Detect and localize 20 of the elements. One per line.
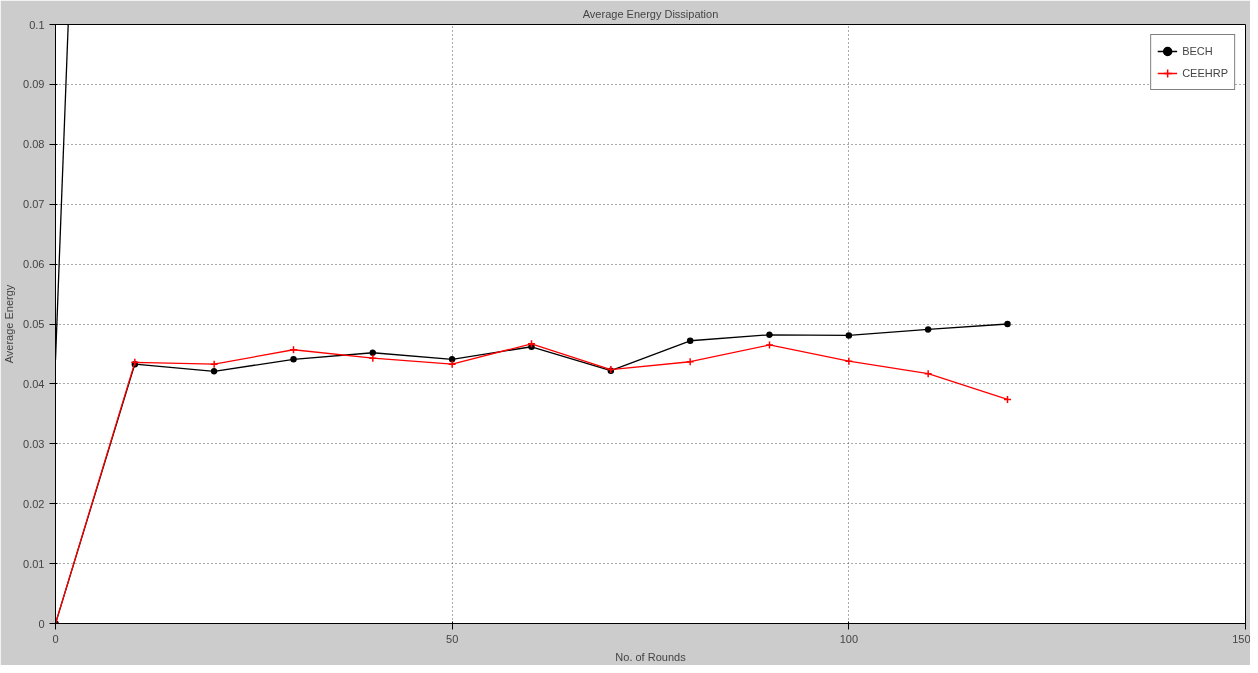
y-tick-label: 0.1 xyxy=(29,18,45,31)
y-tick-label: 0.07 xyxy=(23,198,45,211)
y-tick-label: 0.04 xyxy=(23,377,45,390)
y-tick-label: 0.02 xyxy=(23,497,45,510)
y-axis-title: Average Energy xyxy=(3,284,16,364)
y-tick-label: 0.09 xyxy=(23,78,45,91)
legend-label: CEEHRP xyxy=(1182,67,1228,79)
legend-label: BECH xyxy=(1182,45,1213,57)
y-tick-label: 0 xyxy=(38,617,45,630)
x-tick-label: 0 xyxy=(52,632,59,645)
y-tick-label: 0.03 xyxy=(23,437,45,450)
chart-title: Average Energy Dissipation xyxy=(582,7,719,20)
y-tick-label: 0.05 xyxy=(23,318,45,330)
x-tick-label: 50 xyxy=(446,632,459,645)
x-tick-label: 150 xyxy=(1232,632,1251,645)
x-axis-title: No. of Rounds xyxy=(615,650,687,663)
y-tick-label: 0.06 xyxy=(23,258,45,271)
x-tick-label: 100 xyxy=(839,632,859,645)
y-tick-label: 0.08 xyxy=(23,138,45,151)
y-tick-label: 0.01 xyxy=(23,557,45,570)
